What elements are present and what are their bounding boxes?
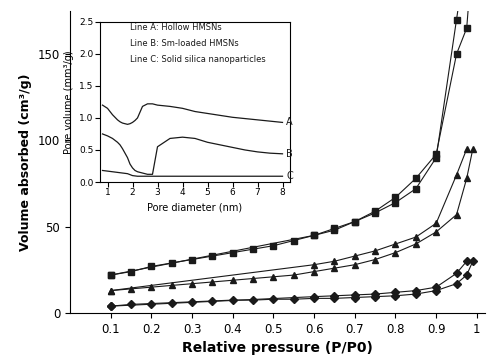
Text: Line C: Solid silica nanoparticles: Line C: Solid silica nanoparticles — [130, 55, 266, 64]
Text: C: C — [286, 171, 293, 181]
Text: B: B — [286, 149, 293, 159]
X-axis label: Pore diameter (nm): Pore diameter (nm) — [148, 203, 242, 213]
Text: A: A — [286, 118, 293, 127]
X-axis label: Relative pressure (P/P0): Relative pressure (P/P0) — [182, 341, 373, 355]
Y-axis label: Pore volume (mm³/g): Pore volume (mm³/g) — [64, 50, 74, 154]
Text: Line B: Sm-loaded HMSNs: Line B: Sm-loaded HMSNs — [130, 39, 239, 48]
Y-axis label: Volume absorbed (cm³/g): Volume absorbed (cm³/g) — [20, 73, 32, 251]
Text: Line A: Hollow HMSNs: Line A: Hollow HMSNs — [130, 23, 222, 32]
